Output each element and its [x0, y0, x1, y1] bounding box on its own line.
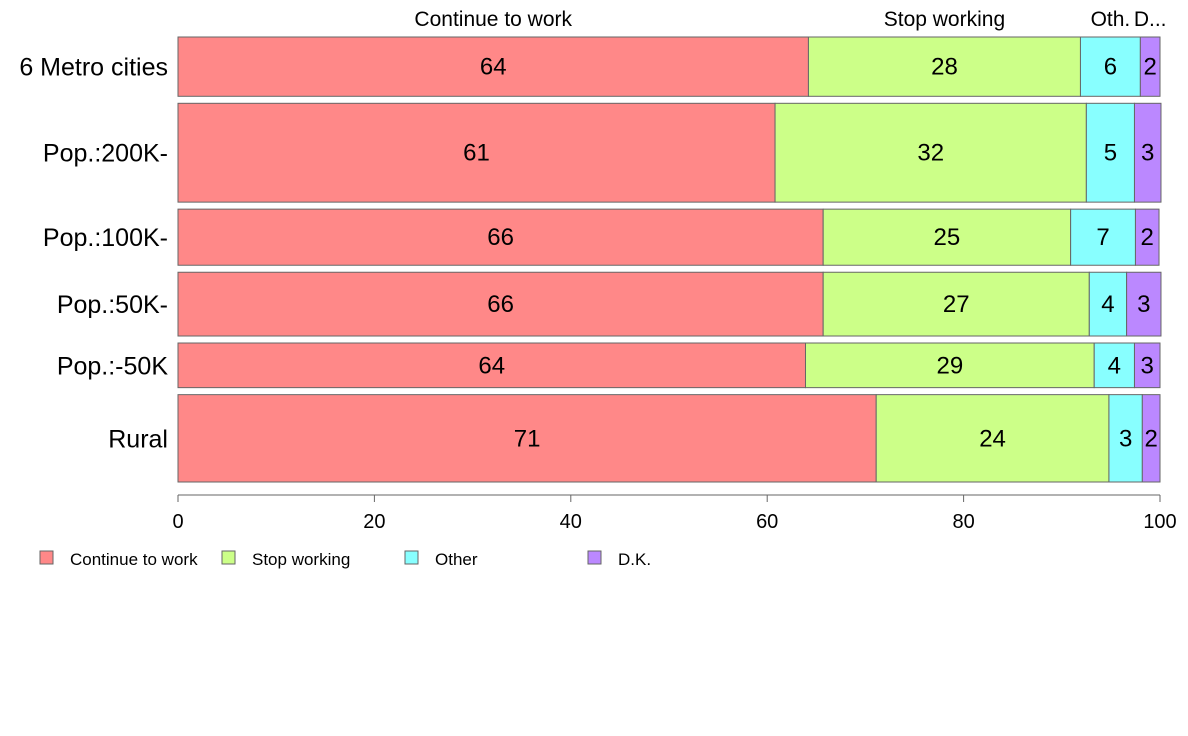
top-label-other: Oth.	[1091, 8, 1131, 31]
bar-pop-200k-continue-to-work	[177, 102, 776, 203]
legend-swatch-d-k	[587, 550, 602, 565]
bar-pop-200k-stop-working	[774, 102, 1087, 203]
value-label-pop-50k-continue-to-work: 64	[478, 352, 505, 379]
bar-pop-50k-other	[1093, 342, 1135, 389]
category-label-pop-200k: Pop.:200K-	[43, 140, 168, 168]
value-label-6-metro-cities-stop-working: 28	[931, 54, 958, 81]
value-label-rural-stop-working: 24	[979, 425, 1006, 452]
bar-pop-50k-other	[1088, 271, 1128, 337]
x-axis: 0 20 40 60 80 100	[172, 494, 1177, 533]
value-label-rural-other: 3	[1119, 425, 1132, 452]
bar-6-metro-cities-continue-to-work	[177, 36, 809, 97]
value-label-rural-continue-to-work: 71	[514, 425, 541, 452]
x-tick-label-40: 40	[560, 511, 582, 533]
value-label-pop-50k-d-k: 3	[1137, 291, 1150, 318]
bar-pop-100k-other	[1070, 208, 1136, 266]
legend-swatch-stop-working	[221, 550, 236, 565]
x-tick-label-20: 20	[363, 511, 385, 533]
bar-6-metro-cities-other	[1079, 36, 1141, 97]
category-label-6-metro-cities: 6 Metro cities	[19, 54, 168, 82]
legend-swatch-other	[404, 550, 419, 565]
value-label-pop-50k-continue-to-work: 66	[487, 291, 514, 318]
value-label-6-metro-cities-other: 6	[1104, 54, 1117, 81]
bar-pop-50k-d-k	[1126, 271, 1162, 337]
value-label-6-metro-cities-continue-to-work: 64	[480, 54, 507, 81]
category-label-pop-50k: Pop.:50K-	[57, 291, 168, 319]
bar-pop-50k-d-k	[1133, 342, 1161, 389]
value-label-pop-50k-stop-working: 29	[937, 352, 964, 379]
value-label-pop-50k-other: 4	[1101, 291, 1114, 318]
value-label-pop-50k-d-k: 3	[1141, 352, 1154, 379]
legend-label-d-k: D.K.	[618, 550, 651, 569]
bar-pop-100k-continue-to-work	[177, 208, 824, 266]
top-label-continue-to-work: Continue to work	[414, 8, 572, 31]
value-label-6-metro-cities-d-k: 2	[1144, 54, 1157, 81]
category-label-pop-50k: Pop.:-50K	[57, 352, 169, 380]
bar-pop-200k-other	[1085, 102, 1135, 203]
x-tick-label-0: 0	[172, 511, 183, 533]
value-label-pop-200k-d-k: 3	[1141, 140, 1154, 167]
top-label-d-k: D...	[1134, 8, 1167, 31]
bar-rural-stop-working	[875, 394, 1110, 483]
bar-pop-100k-stop-working	[822, 208, 1072, 266]
value-label-pop-100k-stop-working: 25	[934, 224, 961, 251]
top-labels-group: Continue to work Stop working Oth. D...	[414, 8, 1166, 31]
segment-labels-group: 64 28 6 261 32 5 366 25 7 266 27 4 364 29 4 371 24 3 2	[463, 54, 1158, 453]
legend-label-other: Other	[435, 550, 478, 569]
category-label-pop-100k: Pop.:100K-	[43, 224, 168, 252]
value-label-pop-100k-continue-to-work: 66	[487, 224, 514, 251]
bar-6-metro-cities-d-k	[1139, 36, 1161, 97]
bar-pop-100k-d-k	[1134, 208, 1160, 266]
legend-label-stop-working: Stop working	[252, 550, 350, 569]
value-label-pop-100k-other: 7	[1096, 224, 1109, 251]
value-label-pop-50k-stop-working: 27	[943, 291, 970, 318]
value-label-pop-200k-continue-to-work: 61	[463, 140, 490, 167]
bar-pop-50k-continue-to-work	[177, 271, 824, 337]
value-label-pop-200k-stop-working: 32	[917, 140, 944, 167]
bar-6-metro-cities-stop-working	[807, 36, 1081, 97]
category-label-rural: Rural	[108, 425, 168, 453]
value-label-rural-d-k: 2	[1144, 425, 1157, 452]
category-labels-group: 6 Metro cities Pop.:200K- Pop.:100K- Pop.:5…	[19, 54, 168, 454]
bar-pop-200k-d-k	[1133, 102, 1162, 203]
bar-rural-d-k	[1141, 394, 1161, 483]
legend: Continue to work Stop working Other D.K.	[39, 550, 651, 569]
legend-swatch-continue-to-work	[39, 550, 54, 565]
value-label-pop-200k-other: 5	[1104, 140, 1117, 167]
legend-label-continue-to-work: Continue to work	[70, 550, 198, 569]
top-label-stop-working: Stop working	[884, 8, 1005, 31]
x-tick-label-80: 80	[952, 511, 974, 533]
value-label-pop-50k-other: 4	[1108, 352, 1121, 379]
bar-pop-50k-stop-working	[822, 271, 1090, 337]
bars-group	[177, 36, 1162, 483]
bar-rural-continue-to-work	[177, 394, 877, 483]
value-label-pop-100k-d-k: 2	[1141, 224, 1154, 251]
x-tick-label-100: 100	[1143, 511, 1176, 533]
x-tick-label-60: 60	[756, 511, 778, 533]
bar-rural-other	[1108, 394, 1143, 483]
